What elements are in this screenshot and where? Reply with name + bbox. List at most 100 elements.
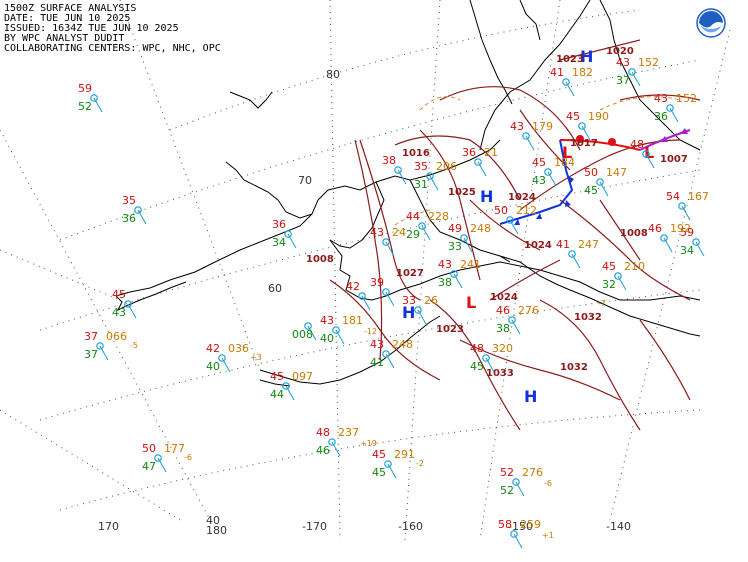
pressure-value: 190 — [588, 110, 609, 123]
station-circle — [666, 104, 674, 112]
station-plot: 43 36 152 — [654, 92, 697, 123]
station-circle — [692, 238, 700, 246]
lat-label: 70 — [298, 174, 312, 187]
lon-label: -170 — [302, 520, 327, 533]
dewpoint-value: 008 — [292, 328, 313, 341]
wind-barb — [509, 219, 519, 235]
pressure-value: 179 — [532, 120, 553, 133]
isobar-labels: 1016 1008 1024 1024 1032 1020 1024 1008 … — [306, 46, 648, 373]
station-plot: 50 47 177 — [142, 442, 185, 473]
station-plot: 39 — [370, 276, 395, 307]
pressure-value: 167 — [688, 190, 709, 203]
wind-barb — [617, 275, 627, 291]
isobar-label: 1032 — [574, 312, 602, 323]
high-center-value: 1025 — [448, 187, 476, 198]
tendency-label: +19 — [360, 439, 377, 448]
station-circle — [282, 382, 290, 390]
isobar-label: 1008 — [306, 254, 334, 265]
temperature-value: 45 — [372, 448, 386, 461]
wind-barb — [645, 153, 655, 169]
wind-barb — [515, 481, 525, 497]
dewpoint-value: 34 — [680, 244, 694, 257]
lon-label: 170 — [98, 520, 119, 533]
dewpoint-value: 37 — [84, 348, 98, 361]
temperature-value: 41 — [556, 238, 570, 251]
wind-barb — [571, 253, 581, 269]
temperature-value: 43 — [438, 258, 452, 271]
tendency-label: +3 — [250, 353, 262, 362]
pressure-value: 248 — [470, 222, 491, 235]
dewpoint-value: 32 — [602, 278, 616, 291]
wind-barb — [387, 463, 397, 479]
pressure-value: 228 — [428, 210, 449, 223]
temperature-value: 49 — [448, 222, 462, 235]
trough-lines — [394, 96, 681, 226]
station-plot: 46 192 — [648, 222, 691, 253]
wind-barb — [331, 441, 341, 457]
temperature-value: 43 — [370, 226, 384, 239]
station-plot: 43 41 248 — [370, 338, 413, 369]
station-plot: 58 259 — [498, 518, 541, 549]
dewpoint-value: 47 — [142, 460, 156, 473]
coastlines — [115, 0, 701, 387]
wind-barb — [485, 357, 495, 373]
dewpoint-value: 38 — [496, 322, 510, 335]
lon-label-extra: 40 — [206, 514, 220, 527]
pressure-value: 247 — [578, 238, 599, 251]
low-center-value: 1017 — [570, 138, 598, 149]
temperature-value: 43 — [320, 314, 334, 327]
station-plot: 43 179 — [510, 120, 553, 151]
high-center-value: 1033 — [486, 368, 514, 379]
high-center-value: 1027 — [396, 268, 424, 279]
station-circle — [134, 206, 142, 214]
header-line-date: DATE: TUE JUN 10 2025 — [4, 13, 131, 24]
pressure-value: 248 — [392, 338, 413, 351]
station-circle — [218, 354, 226, 362]
station-plot: 48 — [630, 138, 655, 169]
station-plot: 41 247 — [556, 238, 599, 269]
station-circle — [90, 94, 98, 102]
temperature-value: 45 — [112, 288, 126, 301]
pressure-value: 276 — [518, 304, 539, 317]
station-circle — [418, 222, 426, 230]
wind-barb — [453, 273, 463, 289]
temperature-value: 42 — [206, 342, 220, 355]
pressure-value: 237 — [338, 426, 359, 439]
wind-barb — [385, 291, 395, 307]
wind-barb — [385, 353, 395, 369]
wind-barb — [669, 107, 679, 123]
temperature-value: 52 — [500, 466, 514, 479]
occluded-front — [639, 128, 691, 151]
high-center: H — [402, 303, 415, 322]
low-center-value: 1023 — [436, 324, 464, 335]
temperature-value: 48 — [470, 342, 484, 355]
wind-barb — [565, 81, 575, 97]
station-plot: 37 37 066 — [84, 330, 127, 361]
station-plot: 52 52 276 — [500, 466, 543, 497]
dewpoint-value: 36 — [122, 212, 136, 225]
dewpoint-value: 52 — [78, 100, 92, 113]
dewpoint-value: 45 — [584, 184, 598, 197]
dewpoint-value: 37 — [616, 74, 630, 87]
temperature-value: 33 — [402, 294, 416, 307]
header-line-title: 1500Z SURFACE ANALYSIS — [4, 3, 137, 14]
tendency-label: -5 — [130, 341, 138, 350]
dewpoint-value: 34 — [272, 236, 286, 249]
map-header: 1500Z SURFACE ANALYSIS DATE: TUE JUN 10 … — [4, 4, 221, 54]
temperature-value: 37 — [84, 330, 98, 343]
station-plot: 43 37 152 — [616, 56, 659, 87]
pressure-value: 192 — [670, 222, 691, 235]
temperature-value: 35 — [414, 160, 428, 173]
station-plot: 46 38 276 — [496, 304, 539, 335]
pressure-value: 152 — [638, 56, 659, 69]
temperature-value: 44 — [406, 210, 420, 223]
station-circle — [596, 178, 604, 186]
pressure-value: 259 — [520, 518, 541, 531]
station-circle — [568, 250, 576, 258]
station-plot: 45 44 097 — [270, 370, 313, 401]
station-plot: 50 212 — [494, 204, 537, 235]
wind-barb — [695, 241, 705, 257]
